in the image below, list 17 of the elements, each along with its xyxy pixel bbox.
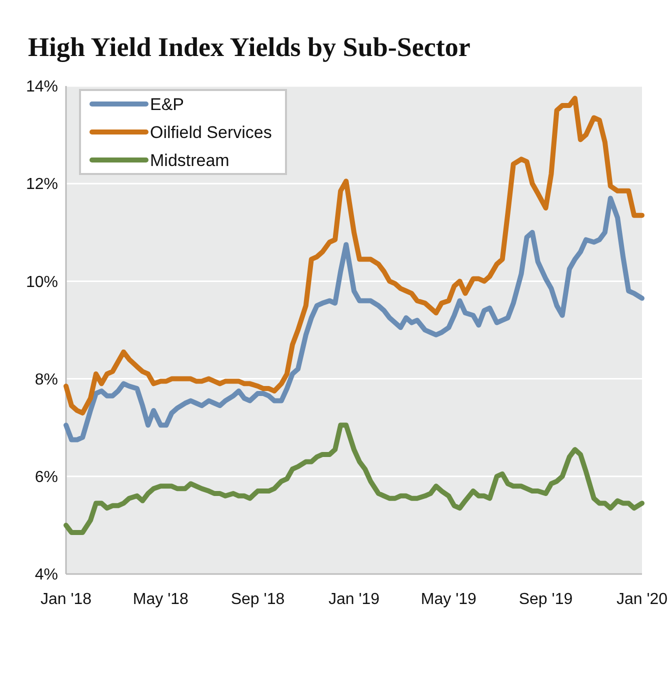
- y-tick-label: 10%: [26, 274, 58, 291]
- y-tick-label: 14%: [26, 78, 58, 96]
- x-tick-label: Jan '20: [616, 591, 668, 608]
- y-tick-label: 8%: [34, 371, 58, 388]
- x-tick-label: Jan '18: [40, 591, 92, 608]
- y-tick-label: 4%: [34, 566, 58, 584]
- x-tick-label: Sep '19: [518, 591, 573, 608]
- legend-label: E&P: [150, 94, 184, 114]
- chart-title: High Yield Index Yields by Sub-Sector: [28, 32, 470, 62]
- y-tick-label: 12%: [26, 176, 58, 194]
- legend-label: Midstream: [150, 150, 230, 170]
- x-tick-label: Jan '19: [328, 591, 380, 608]
- x-tick-label: May '18: [132, 591, 189, 608]
- legend-label: Oilfield Services: [150, 122, 272, 142]
- x-tick-label: May '19: [420, 591, 477, 608]
- y-tick-label: 6%: [34, 469, 58, 486]
- x-tick-label: Sep '18: [230, 591, 285, 608]
